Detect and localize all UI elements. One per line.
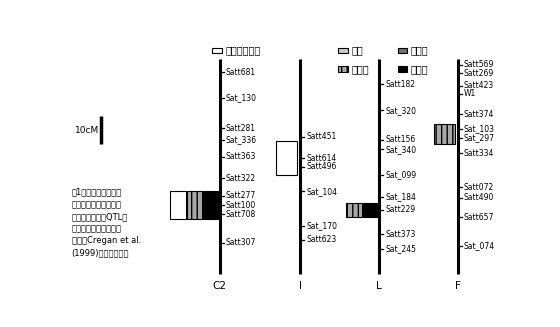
- Text: 開花／成熟期: 開花／成熟期: [225, 45, 260, 56]
- Bar: [433, 124, 455, 144]
- Text: L: L: [376, 281, 382, 291]
- Bar: [338, 48, 348, 53]
- Text: Satt277: Satt277: [226, 191, 256, 200]
- Text: Sat_297: Sat_297: [464, 133, 494, 142]
- Text: Satt229: Satt229: [385, 205, 415, 215]
- Text: Sat_336: Sat_336: [226, 135, 257, 144]
- Text: Satt569: Satt569: [464, 60, 494, 69]
- Text: 種子重: 種子重: [410, 64, 428, 74]
- Text: Satt657: Satt657: [464, 213, 494, 222]
- Text: Satt373: Satt373: [385, 230, 416, 239]
- Text: Satt281: Satt281: [226, 124, 256, 132]
- Text: I: I: [298, 281, 301, 291]
- Text: C2: C2: [213, 281, 227, 291]
- Bar: [276, 141, 297, 175]
- Bar: [212, 48, 222, 53]
- Text: Sat_184: Sat_184: [385, 192, 416, 201]
- Text: Sat_245: Sat_245: [385, 244, 416, 253]
- Text: Sat_340: Sat_340: [385, 145, 416, 154]
- Text: 図1　種子重とその構
成要素の耆冷性および
開花期に関するQTLの
坐乗位置．各連鎖群の
名称はCregan et al.
(1999)に対応する．: 図1 種子重とその構 成要素の耆冷性および 開花期に関するQTLの 坐乗位置．各…: [72, 188, 141, 258]
- Text: Satt363: Satt363: [226, 152, 256, 162]
- Text: Satt451: Satt451: [306, 132, 337, 141]
- Text: Sat_130: Sat_130: [226, 94, 257, 102]
- Text: Satt708: Satt708: [226, 210, 256, 219]
- Text: Satt623: Satt623: [306, 235, 337, 244]
- Bar: [398, 48, 407, 53]
- Text: Satt322: Satt322: [226, 174, 256, 183]
- Text: F: F: [455, 281, 460, 291]
- Text: Satt156: Satt156: [385, 135, 416, 144]
- Text: 種子数: 種子数: [410, 45, 428, 56]
- Text: Satt496: Satt496: [306, 162, 337, 171]
- Bar: [203, 191, 219, 219]
- Text: 莢数: 莢数: [351, 45, 363, 56]
- Text: Satt182: Satt182: [385, 79, 415, 89]
- Text: 10cM: 10cM: [75, 126, 99, 135]
- Text: Satt374: Satt374: [464, 110, 494, 119]
- Bar: [186, 191, 202, 219]
- Bar: [398, 66, 407, 72]
- Text: Satt614: Satt614: [306, 154, 337, 163]
- Text: Satt423: Satt423: [464, 81, 494, 90]
- Text: Sat_170: Sat_170: [306, 221, 337, 230]
- Text: Sat_104: Sat_104: [306, 187, 337, 196]
- Text: Satt334: Satt334: [464, 149, 494, 158]
- Bar: [346, 203, 362, 217]
- Text: Sat_074: Sat_074: [464, 241, 495, 250]
- Text: 一粒重: 一粒重: [351, 64, 369, 74]
- Text: Satt072: Satt072: [464, 182, 494, 192]
- Text: W1: W1: [464, 89, 476, 98]
- Bar: [338, 66, 348, 72]
- Text: Satt100: Satt100: [226, 201, 256, 210]
- Text: Sat_320: Sat_320: [385, 106, 416, 115]
- Bar: [170, 191, 186, 219]
- Bar: [362, 203, 378, 217]
- Text: Satt681: Satt681: [226, 68, 256, 77]
- Text: Satt490: Satt490: [464, 193, 494, 202]
- Text: Satt307: Satt307: [226, 238, 256, 247]
- Text: Satt269: Satt269: [464, 69, 494, 78]
- Text: Sat_099: Sat_099: [385, 170, 416, 179]
- Text: Sat_103: Sat_103: [464, 125, 494, 134]
